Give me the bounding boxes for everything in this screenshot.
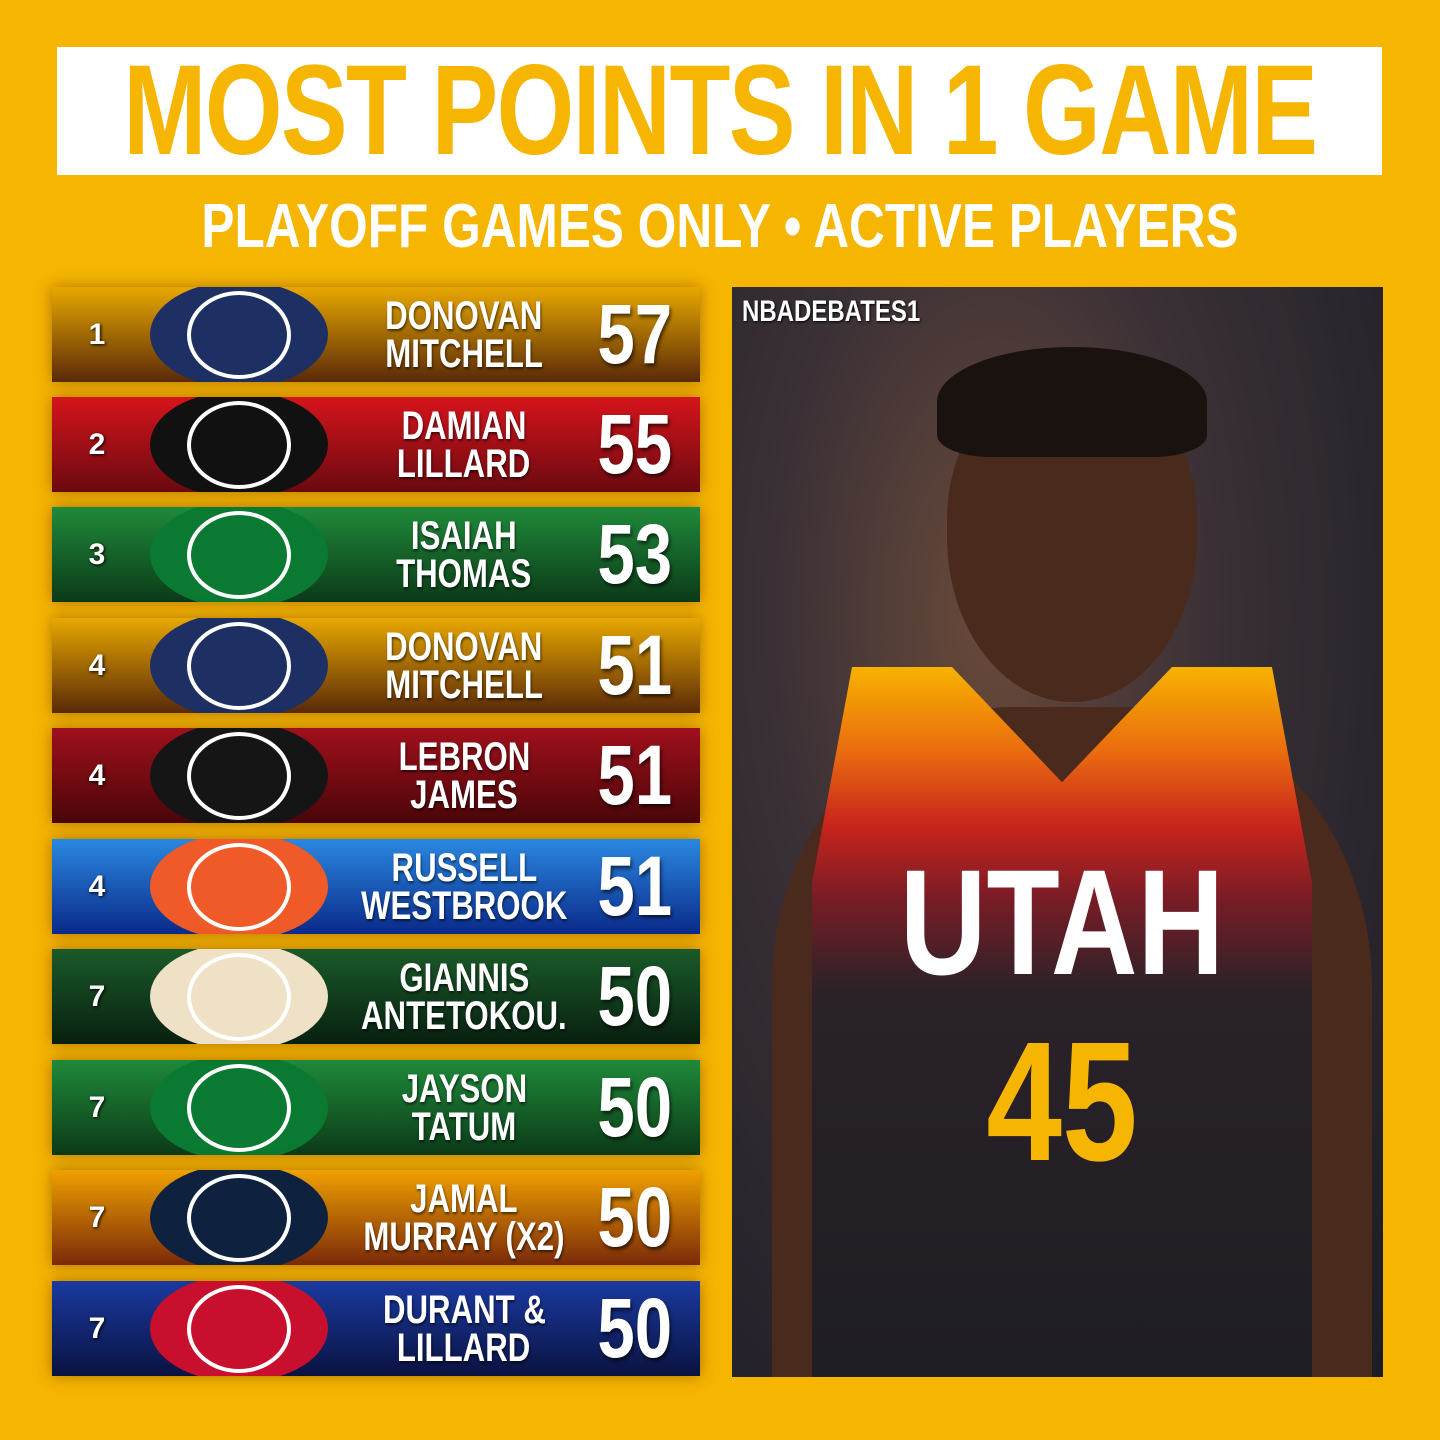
rank: 2 [88,427,106,461]
player-first-name: DAMIAN [401,403,527,448]
leaderboard-row: 1 DONOVAN MITCHELL 57 [52,287,700,382]
player-last-name: ANTETOKOU. [361,993,567,1038]
milwaukee-bucks-logo-icon [150,949,328,1044]
player-last-name: MITCHELL [385,662,543,707]
rank: 4 [88,869,106,903]
player-last-name: MITCHELL [385,331,543,376]
player-last-name: TATUM [411,1104,517,1149]
player-last-name: LILLARD [397,441,531,486]
player-last-name: LILLARD [397,1325,531,1370]
page-title: MOST POINTS IN 1 GAME [122,47,1318,175]
leaderboard-row: 4 LEBRON JAMES 51 [52,728,700,823]
leaderboard-row: 7 GIANNIS ANTETOKOU. 50 [52,949,700,1044]
leaderboard-row: 2 DAMIAN LILLARD 55 [52,397,700,492]
utah-jazz-logo-icon [150,618,328,713]
points-value: 50 [597,1060,673,1154]
points: 55 [580,397,690,492]
leaderboard-row: 4 DONOVAN MITCHELL 51 [52,618,700,713]
photo-jersey [812,667,1312,1377]
points: 51 [580,839,690,934]
points: 50 [580,1281,690,1376]
player-last-name: THOMAS [396,551,532,596]
points: 51 [580,728,690,823]
cleveland-cavaliers-logo-icon [150,728,328,823]
leaderboard-row: 3 ISAIAH THOMAS 53 [52,507,700,602]
denver-nuggets-logo-icon [150,1170,328,1265]
rank: 4 [88,648,106,682]
rank: 7 [88,979,106,1013]
title-banner: MOST POINTS IN 1 GAME [57,47,1382,175]
points-value: 50 [597,949,673,1043]
jersey-text: UTAH [899,838,1225,1006]
points-value: 55 [597,397,673,491]
player-first-name: JAYSON [401,1066,527,1111]
points-value: 57 [597,287,673,381]
watermark: NBADEBATES1 [742,295,921,328]
player-last-name: WESTBROOK [360,883,568,928]
photo-hair [937,347,1207,457]
player-first-name: GIANNIS [398,955,530,1000]
rank: 4 [88,758,106,792]
leaderboard-row: 7 JAMAL MURRAY (X2) 50 [52,1170,700,1265]
leaderboard-row: 7 DURANT & LILLARD 50 [52,1281,700,1376]
boston-celtics-logo-icon [150,507,328,602]
player-first-name: DONOVAN [385,624,543,669]
player-name: RUSSELL WESTBROOK [342,839,586,934]
player-name: DURANT & LILLARD [342,1281,586,1376]
utah-jazz-logo-icon [150,287,328,382]
boston-celtics-logo-icon [150,1060,328,1155]
player-first-name: LEBRON [398,734,530,779]
player-first-name: ISAIAH [411,513,517,558]
points-value: 53 [597,507,673,601]
subtitle: PLAYOFF GAMES ONLY • ACTIVE PLAYERS [201,192,1239,261]
okc-thunder-logo-icon [150,839,328,934]
points: 50 [580,1170,690,1265]
player-name: ISAIAH THOMAS [342,507,586,602]
points-value: 51 [597,618,673,712]
player-name: DONOVAN MITCHELL [342,287,586,382]
leaderboard-row: 4 RUSSELL WESTBROOK 51 [52,839,700,934]
leaderboard-row: 7 JAYSON TATUM 50 [52,1060,700,1155]
player-name: LEBRON JAMES [342,728,586,823]
rank: 7 [88,1090,106,1124]
player-name: DONOVAN MITCHELL [342,618,586,713]
rank: 7 [88,1311,106,1345]
jersey-number: 45 [986,1007,1138,1197]
points: 57 [580,287,690,382]
player-first-name: RUSSELL [391,845,537,890]
player-first-name: JAMAL [410,1176,518,1221]
rank: 3 [88,537,106,571]
points: 53 [580,507,690,602]
nba-logo-icon [150,1281,328,1376]
points-value: 51 [597,728,673,822]
rank: 7 [88,1200,106,1234]
rank: 1 [88,317,106,351]
player-last-name: MURRAY (X2) [363,1214,565,1259]
points: 51 [580,618,690,713]
points: 50 [580,1060,690,1155]
player-first-name: DONOVAN [385,293,543,338]
player-name: DAMIAN LILLARD [342,397,586,492]
player-first-name: DURANT & [382,1287,546,1332]
portland-trail-blazers-logo-icon [150,397,328,492]
points-value: 50 [597,1281,673,1375]
points-value: 50 [597,1170,673,1264]
player-last-name: JAMES [410,772,518,817]
points: 50 [580,949,690,1044]
player-name: JAMAL MURRAY (X2) [342,1170,586,1265]
player-name: GIANNIS ANTETOKOU. [342,949,586,1044]
player-name: JAYSON TATUM [342,1060,586,1155]
points-value: 51 [597,839,673,933]
player-photo: UTAH 45 NBADEBATES1 [732,287,1383,1377]
